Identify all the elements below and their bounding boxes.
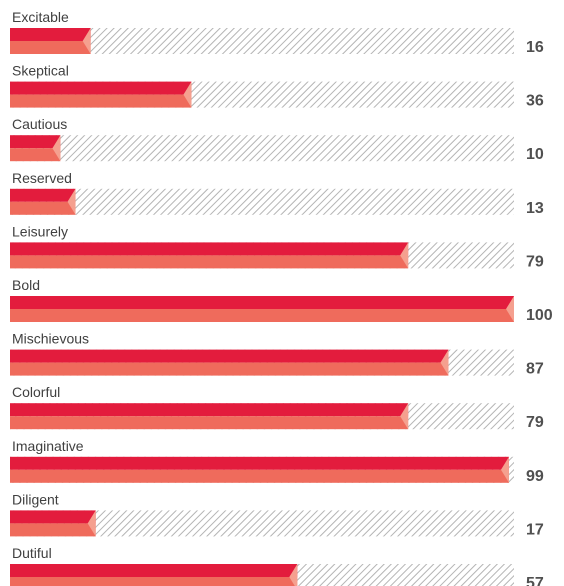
bar-row: Excitable 16 [10,9,544,56]
bar-tip [52,135,61,162]
row-value: 17 [526,521,544,538]
row-label: Cautious [12,116,67,132]
bar-fill-top [10,564,298,577]
bar-tip [289,564,298,586]
row-label: Bold [12,277,40,293]
bar-row: Reserved 13 [10,170,544,217]
bar-fill-bottom [10,469,509,483]
bar-row: Skeptical 36 [10,63,544,110]
row-label: Mischievous [12,331,89,347]
row-label: Excitable [12,9,69,25]
row-value: 57 [526,575,544,586]
bar-fill-bottom [10,523,96,537]
bar-tip [183,81,192,108]
bar-tip [440,349,449,376]
bar-track [10,28,514,54]
bar-tip [506,296,514,322]
bar-fill-bottom [10,201,76,215]
row-label: Leisurely [12,223,68,239]
bar-fill-top [10,510,96,524]
row-value: 87 [526,361,544,378]
row-value: 99 [526,468,544,485]
row-value: 36 [526,93,544,110]
bar-tip [82,28,91,54]
bar-fill-top [10,456,509,470]
bar-tip [400,403,409,430]
bar-row: Colorful 79 [10,384,544,431]
row-value: 100 [526,307,553,324]
bar-fill-bottom [10,41,91,54]
row-label: Colorful [12,384,60,400]
bar-row: Mischievous 87 [10,331,544,378]
row-value: 16 [526,39,544,56]
bar-fill-top [10,28,91,41]
bar-row: Imaginative 99 [10,438,544,485]
bar-fill-bottom [10,362,449,376]
row-label: Diligent [12,491,59,507]
bar-tip [87,510,96,537]
bar-track [10,135,514,162]
bar-fill-bottom [10,94,192,108]
row-value: 10 [526,146,544,163]
bar-tip [400,242,409,269]
row-label: Imaginative [12,438,84,454]
bar-tip [67,188,76,215]
row-label: Reserved [12,170,72,186]
bar-fill-top [10,135,61,149]
row-value: 13 [526,200,544,217]
bar-fill-top [10,81,192,95]
bar-track [10,188,514,215]
row-value: 79 [526,414,544,431]
bar-fill-top [10,296,514,309]
bar-fill-top [10,349,449,363]
bar-row: Cautious 10 [10,116,544,163]
bar-tip [500,456,509,483]
bar-fill-top [10,403,409,417]
bar-row: Leisurely 79 [10,223,544,270]
bar-fill-bottom [10,577,298,586]
bar-fill-bottom [10,148,61,162]
bar-row: Dutiful 57 [10,545,544,586]
bar-fill-top [10,188,76,202]
row-label: Skeptical [12,63,69,79]
row-label: Dutiful [12,545,52,561]
bar-row: Diligent 17 [10,491,544,538]
bar-row: Bold 100 [10,277,553,324]
bar-fill-bottom [10,309,514,322]
row-value: 79 [526,253,544,270]
bar-fill-top [10,242,409,256]
bar-fill-bottom [10,255,409,269]
bar-fill-bottom [10,416,409,430]
